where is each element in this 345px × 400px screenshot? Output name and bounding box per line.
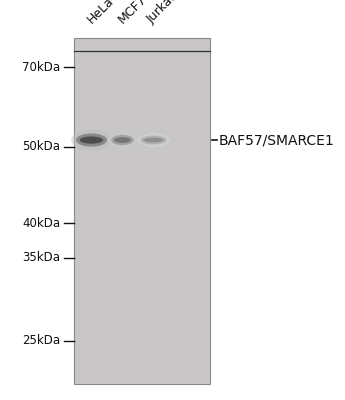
Text: Jurkat: Jurkat	[145, 0, 180, 26]
Ellipse shape	[137, 133, 170, 147]
Text: MCF7: MCF7	[116, 0, 149, 26]
Bar	[74, 38, 210, 384]
Text: 35kDa: 35kDa	[22, 251, 60, 264]
Ellipse shape	[76, 134, 107, 147]
Ellipse shape	[71, 130, 112, 150]
Text: HeLa: HeLa	[85, 0, 116, 26]
Ellipse shape	[108, 132, 137, 148]
Text: BAF57/SMARCE1: BAF57/SMARCE1	[219, 133, 335, 147]
Text: 70kDa: 70kDa	[22, 61, 60, 74]
Text: 25kDa: 25kDa	[22, 334, 60, 347]
Text: 50kDa: 50kDa	[22, 140, 60, 154]
Ellipse shape	[141, 136, 167, 144]
Ellipse shape	[144, 138, 163, 142]
Text: 40kDa: 40kDa	[22, 217, 60, 230]
Ellipse shape	[111, 135, 134, 145]
Ellipse shape	[80, 136, 103, 144]
Ellipse shape	[114, 137, 131, 143]
